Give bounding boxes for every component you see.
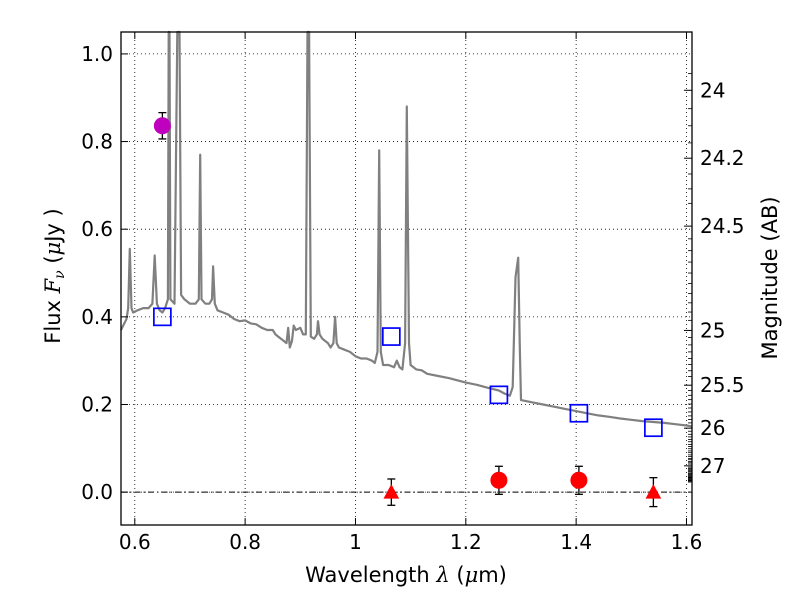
measured-flux-point <box>570 471 588 489</box>
y-tick-label: 0.2 <box>81 392 113 416</box>
marker-layer <box>153 111 663 508</box>
y-tick-label: 0.8 <box>81 130 113 154</box>
y2-tick-label: 24.2 <box>700 146 745 170</box>
model-photometry-square <box>489 385 509 405</box>
x-tick-label: 0.8 <box>229 530 261 554</box>
x-tick-label: 1.6 <box>671 530 703 554</box>
y2-tick-label: 26 <box>700 416 725 440</box>
measured-flux-point <box>490 471 508 489</box>
y-tick-label: 0.0 <box>81 480 113 504</box>
y-tick-label: 0.6 <box>81 217 113 241</box>
y2-axis-title: Magnitude (AB) <box>758 196 782 359</box>
model-photometry-square <box>569 403 589 423</box>
detection-point <box>153 117 171 135</box>
y-axis-title: Flux Fν (μJy ) <box>41 208 68 343</box>
plot-frame <box>120 31 693 526</box>
model-spectrum-line <box>120 30 693 428</box>
model-photometry-square <box>381 327 401 346</box>
y2-tick-label: 24.5 <box>700 214 745 238</box>
ticks-layer <box>121 32 692 525</box>
x-tick-label: 1 <box>349 530 362 554</box>
upper-limit-triangle <box>645 484 662 499</box>
y2-tick-label: 27 <box>700 454 725 478</box>
x-tick-label: 1.2 <box>450 530 482 554</box>
y-tick-label: 1.0 <box>81 42 113 66</box>
y2-tick-label: 25.5 <box>700 373 745 397</box>
y2-tick-label: 25 <box>700 318 725 342</box>
y2-tick-label: 24 <box>700 78 725 102</box>
x-tick-label: 0.6 <box>119 530 151 554</box>
tick-labels: 0.6 0.8 1 1.2 1.4 1.6 0.0 0.2 0.4 0.6 0.8 1.0 24 24.2… <box>81 42 744 554</box>
model-photometry-square <box>153 307 172 327</box>
y-tick-label: 0.4 <box>81 305 113 329</box>
upper-limit-triangle <box>383 484 400 499</box>
model-photometry-square <box>644 418 663 438</box>
x-axis-title: Wavelength λ (μm) <box>305 563 507 587</box>
x-tick-label: 1.4 <box>560 530 592 554</box>
